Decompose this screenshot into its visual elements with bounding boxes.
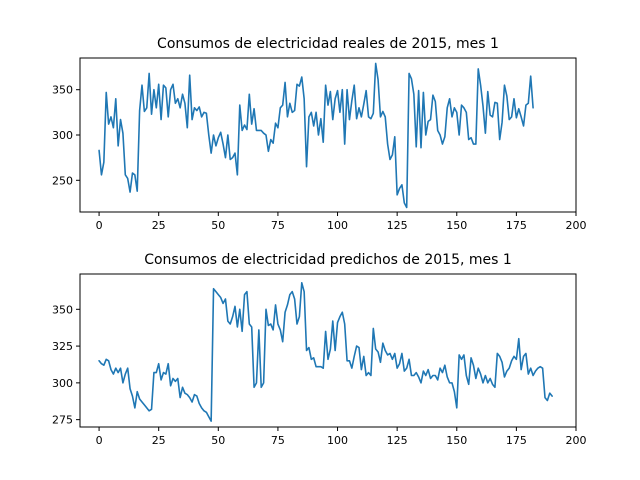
x-tick-label: 0 bbox=[96, 219, 103, 232]
x-tick-label: 0 bbox=[96, 434, 103, 447]
x-tick-label: 25 bbox=[152, 434, 166, 447]
tick-group: 0 25 50 75 100 125 150 175 200 275 300 325 350 bbox=[52, 303, 587, 447]
y-tick-label: 300 bbox=[52, 377, 73, 390]
x-tick-label: 75 bbox=[271, 219, 285, 232]
y-tick-label: 325 bbox=[52, 340, 73, 353]
x-tick-label: 150 bbox=[446, 219, 467, 232]
y-tick-label: 350 bbox=[52, 84, 73, 97]
series-line bbox=[98, 282, 553, 422]
y-tick-label: 275 bbox=[52, 414, 73, 427]
x-tick-label: 75 bbox=[271, 434, 285, 447]
x-tick-label: 200 bbox=[566, 434, 587, 447]
x-tick-label: 100 bbox=[327, 434, 348, 447]
chart-title: Consumos de electricidad reales de 2015,… bbox=[157, 36, 499, 52]
chart-predicted-consumption: Consumos de electricidad predichos de 20… bbox=[52, 252, 587, 447]
y-tick-label: 350 bbox=[52, 303, 73, 316]
axes-frame bbox=[79, 57, 577, 213]
x-tick-label: 50 bbox=[211, 434, 225, 447]
chart-title: Consumos de electricidad predichos de 20… bbox=[144, 252, 512, 268]
x-tick-label: 125 bbox=[387, 434, 408, 447]
tick-group: 0 25 50 75 100 125 150 175 200 250 300 350 bbox=[52, 84, 587, 232]
x-tick-label: 175 bbox=[506, 434, 527, 447]
chart-actual-consumption: Consumos de electricidad reales de 2015,… bbox=[52, 36, 587, 232]
x-tick-label: 150 bbox=[446, 434, 467, 447]
x-tick-label: 125 bbox=[387, 219, 408, 232]
y-tick-label: 300 bbox=[52, 129, 73, 142]
x-tick-label: 50 bbox=[211, 219, 225, 232]
x-tick-label: 175 bbox=[506, 219, 527, 232]
x-tick-label: 100 bbox=[327, 219, 348, 232]
axes-frame bbox=[79, 273, 577, 428]
y-tick-label: 250 bbox=[52, 174, 73, 187]
x-tick-label: 25 bbox=[152, 219, 166, 232]
series-line bbox=[98, 62, 534, 209]
x-tick-label: 200 bbox=[566, 219, 587, 232]
